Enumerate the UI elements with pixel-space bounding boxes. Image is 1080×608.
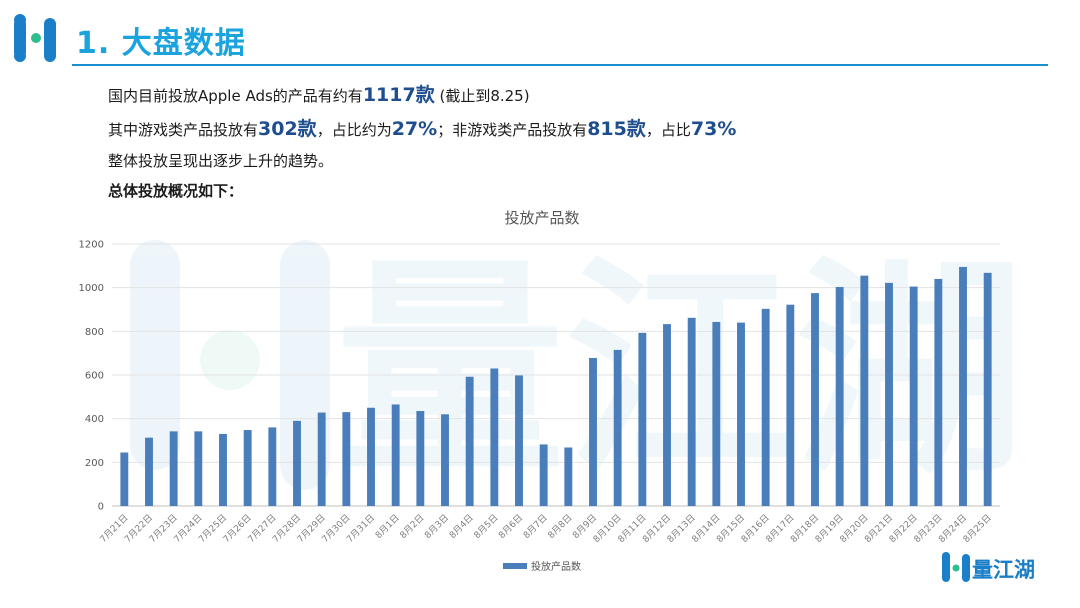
watermark-text: 量江湖 — [335, 238, 1020, 505]
bar — [663, 324, 671, 506]
bar — [564, 447, 573, 506]
game-count-highlight: 302款 — [258, 118, 317, 140]
bar — [219, 433, 227, 506]
y-axis-ticks: 0 200 400 600 800 1000 1200 — [79, 240, 104, 513]
bar — [194, 431, 203, 506]
bar — [835, 287, 844, 506]
bar — [638, 332, 647, 506]
bar — [687, 317, 696, 506]
bar — [515, 375, 523, 506]
bar — [589, 357, 597, 506]
bar — [761, 308, 770, 506]
bar — [490, 368, 499, 506]
bar — [441, 414, 449, 506]
intro-text: ；非游戏类产品投放有 — [437, 121, 588, 139]
nongame-share-highlight: 73% — [690, 118, 737, 140]
bar — [367, 407, 375, 506]
bar — [983, 272, 992, 506]
brand-logo-small-icon — [942, 552, 970, 582]
chart-intro-heading: 总体投放概况如下： — [108, 182, 244, 200]
x-axis-ticks: 7月21日7月22日7月23日7月24日7月25日7月26日7月27日7月28日… — [98, 512, 994, 545]
bar — [934, 278, 943, 506]
bar — [416, 411, 425, 506]
x-tick-label: 8月1日 — [373, 512, 402, 541]
chart-legend: 投放产品数 — [503, 560, 581, 573]
game-share-highlight: 27% — [391, 118, 438, 140]
brand-logo-icon — [14, 14, 56, 62]
legend-label: 投放产品数 — [531, 560, 581, 573]
bar — [317, 412, 326, 506]
x-tick-label: 8月2日 — [398, 512, 427, 541]
y-tick-label: 200 — [85, 458, 104, 469]
bar — [539, 444, 548, 506]
x-tick-label: 8月7日 — [521, 512, 550, 541]
watermark-logo: 量江湖 — [130, 238, 1020, 505]
bar — [959, 266, 967, 506]
chart-title: 投放产品数 — [504, 209, 579, 227]
y-tick-label: 800 — [85, 327, 104, 338]
y-tick-label: 400 — [85, 414, 104, 425]
intro-line-2: 其中游戏类产品投放有302款，占比约为27%；非游戏类产品投放有815款，占比7… — [108, 114, 736, 141]
x-tick-label: 8月5日 — [472, 512, 501, 541]
bar — [243, 430, 252, 506]
y-tick-label: 0 — [98, 502, 104, 513]
bar — [811, 293, 819, 506]
bar — [391, 404, 400, 506]
bar — [909, 286, 918, 506]
brand-name: 量江湖 — [972, 558, 1035, 582]
bar — [169, 431, 178, 506]
intro-line-3: 整体投放呈现出逐步上升的趋势。 — [108, 152, 334, 170]
x-tick-label: 8月6日 — [497, 512, 526, 541]
y-tick-label: 1000 — [79, 283, 104, 294]
intro-text: ，占比约为 — [316, 121, 392, 139]
bar — [613, 349, 622, 506]
intro-text: ，占比 — [645, 121, 691, 139]
intro-date-note: (截止到8.25) — [434, 87, 530, 105]
y-tick-label: 600 — [85, 371, 104, 382]
intro-text: 其中游戏类产品投放有 — [108, 121, 259, 139]
chart-bars — [120, 266, 992, 506]
bar — [342, 412, 351, 506]
bar — [860, 275, 869, 506]
bar — [786, 304, 795, 506]
bar-chart: 投放产品数 0 200 400 600 800 1000 1200 7月21日7月22日7月… — [79, 209, 1000, 573]
bar — [293, 420, 301, 506]
bar — [737, 322, 745, 506]
bar — [712, 321, 721, 506]
intro-line-1: 国内目前投放Apple Ads的产品有约有1117款 (截止到8.25) — [108, 80, 530, 107]
title-divider — [72, 64, 1048, 66]
bar — [268, 427, 277, 506]
bar — [885, 282, 893, 506]
intro-text: 国内目前投放Apple Ads的产品有约有 — [108, 87, 363, 105]
bar — [465, 376, 474, 506]
page-title: 1. 大盘数据 — [76, 26, 246, 61]
bar — [120, 452, 129, 506]
nongame-count-highlight: 815款 — [587, 118, 646, 140]
x-tick-label: 8月3日 — [423, 512, 452, 541]
y-tick-label: 1200 — [79, 240, 104, 251]
x-tick-label: 8月4日 — [447, 512, 476, 541]
x-tick-label: 8月8日 — [546, 512, 575, 541]
total-count-highlight: 1117款 — [362, 84, 435, 106]
chart-gridlines — [112, 243, 1000, 507]
bar — [145, 437, 153, 506]
legend-swatch — [503, 563, 527, 569]
